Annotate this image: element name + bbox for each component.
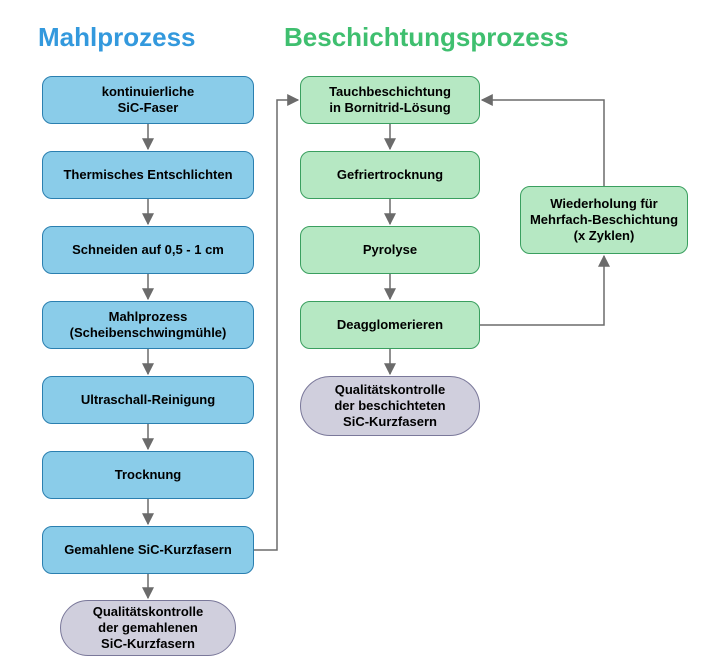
left-step-6: Gemahlene SiC-Kurzfasern — [42, 526, 254, 574]
left-step-5: Trocknung — [42, 451, 254, 499]
left-step-4: Ultraschall-Reinigung — [42, 376, 254, 424]
right-step-3: Deagglomerieren — [300, 301, 480, 349]
right-side-loop: Wiederholung für Mehrfach-Beschichtung (… — [520, 186, 688, 254]
left-step-1: Thermisches Entschlichten — [42, 151, 254, 199]
left-qc: Qualitätskontrolle der gemahlenen SiC-Ku… — [60, 600, 236, 656]
title-mahlprozess: Mahlprozess — [38, 22, 196, 53]
left-step-2: Schneiden auf 0,5 - 1 cm — [42, 226, 254, 274]
title-beschichtungsprozess: Beschichtungsprozess — [284, 22, 569, 53]
right-qc: Qualitätskontrolle der beschichteten SiC… — [300, 376, 480, 436]
right-step-0: Tauchbeschichtung in Bornitrid-Lösung — [300, 76, 480, 124]
left-step-3: Mahlprozess (Scheibenschwingmühle) — [42, 301, 254, 349]
left-step-0: kontinuierliche SiC-Faser — [42, 76, 254, 124]
right-step-2: Pyrolyse — [300, 226, 480, 274]
right-step-1: Gefriertrocknung — [300, 151, 480, 199]
